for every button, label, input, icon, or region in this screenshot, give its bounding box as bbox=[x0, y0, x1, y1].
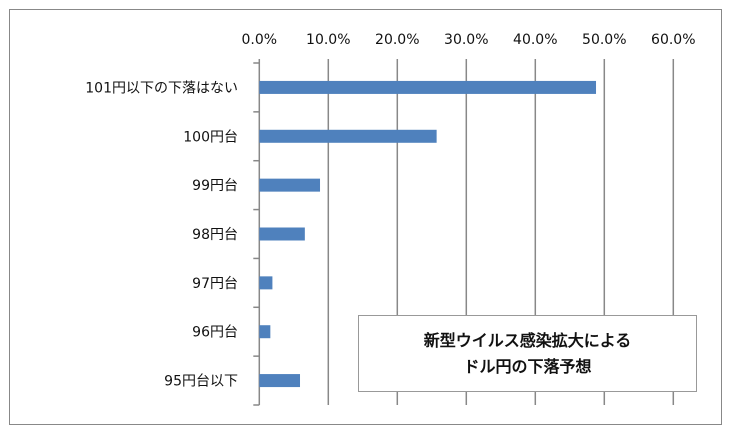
chart-title-box: 新型ウイルス感染拡大による ドル円の下落予想 bbox=[358, 315, 697, 392]
bar bbox=[259, 227, 305, 241]
category-label: 100円台 bbox=[183, 129, 238, 145]
bar bbox=[259, 276, 273, 290]
category-label: 97円台 bbox=[192, 276, 238, 292]
category-label: 95円台以下 bbox=[164, 374, 238, 390]
bar bbox=[259, 325, 271, 339]
bar bbox=[259, 80, 597, 94]
bar bbox=[259, 178, 321, 192]
chart-title-line-1: 新型ウイルス感染拡大による bbox=[423, 330, 632, 350]
category-label: 99円台 bbox=[192, 178, 238, 194]
category-label: 98円台 bbox=[192, 227, 238, 243]
x-tick-label: 10.0% bbox=[306, 32, 350, 48]
chart-frame bbox=[9, 9, 722, 425]
bar bbox=[259, 129, 437, 143]
x-tick-label: 40.0% bbox=[513, 32, 557, 48]
x-tick-label: 0.0% bbox=[242, 32, 278, 48]
bar bbox=[259, 374, 301, 388]
x-tick-label: 20.0% bbox=[375, 32, 419, 48]
chart-title-line-2: ドル円の下落予想 bbox=[463, 356, 592, 376]
x-tick-label: 60.0% bbox=[651, 32, 695, 48]
category-label: 101円以下の下落はない bbox=[85, 80, 238, 96]
category-label: 96円台 bbox=[192, 325, 238, 341]
x-tick-label: 30.0% bbox=[444, 32, 488, 48]
x-tick-label: 50.0% bbox=[582, 32, 626, 48]
